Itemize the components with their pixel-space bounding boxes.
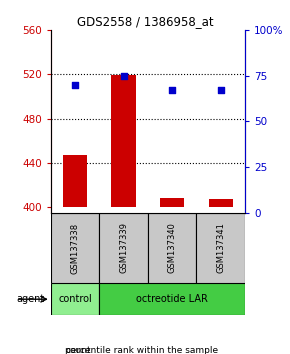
Text: GSM137341: GSM137341 bbox=[216, 223, 225, 273]
Point bbox=[218, 87, 223, 93]
Text: percentile rank within the sample: percentile rank within the sample bbox=[65, 346, 218, 354]
Point bbox=[121, 73, 126, 79]
Text: count: count bbox=[65, 346, 91, 354]
Text: GSM137340: GSM137340 bbox=[168, 223, 177, 273]
Bar bbox=[148, 213, 196, 283]
Text: GSM137339: GSM137339 bbox=[119, 222, 128, 273]
Bar bbox=[51, 283, 99, 315]
Bar bbox=[63, 155, 87, 207]
Text: agent: agent bbox=[17, 294, 45, 304]
Bar bbox=[209, 199, 233, 207]
Bar bbox=[197, 213, 245, 283]
Bar bbox=[99, 283, 245, 315]
Text: control: control bbox=[58, 294, 92, 304]
Bar bbox=[51, 213, 99, 283]
Text: GSM137338: GSM137338 bbox=[70, 222, 79, 274]
Point bbox=[170, 87, 175, 93]
Text: GDS2558 / 1386958_at: GDS2558 / 1386958_at bbox=[77, 15, 213, 28]
Bar bbox=[160, 198, 184, 207]
Bar bbox=[111, 75, 136, 207]
Bar bbox=[99, 213, 148, 283]
Text: octreotide LAR: octreotide LAR bbox=[136, 294, 208, 304]
Point bbox=[73, 82, 77, 88]
